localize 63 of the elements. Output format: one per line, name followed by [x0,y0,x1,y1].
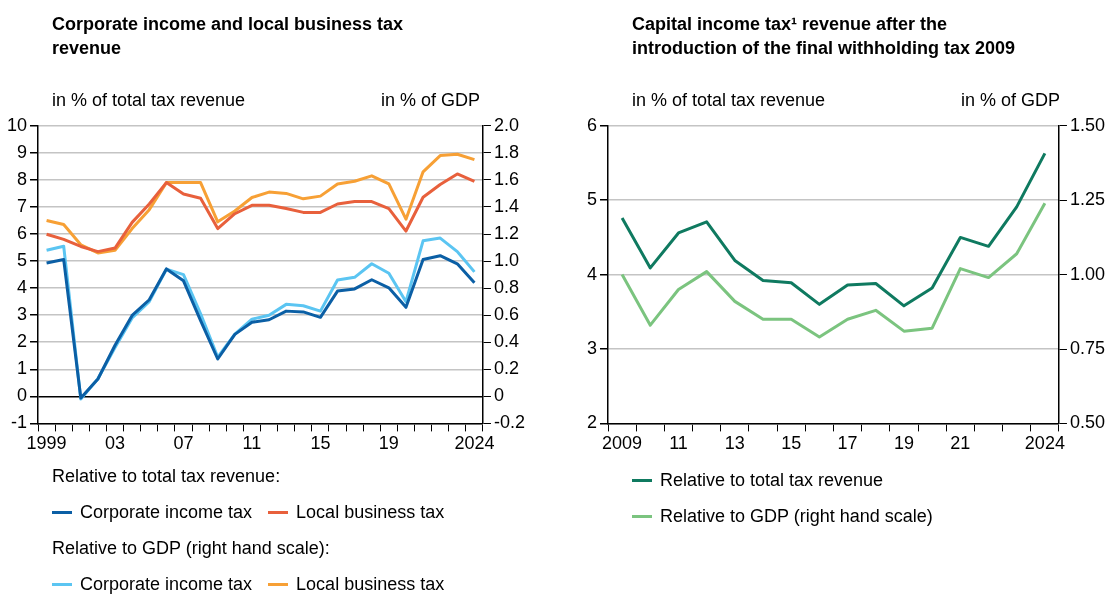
y2-tick-label: 1.8 [493,141,520,162]
legend-label: Relative to total tax revenue [660,469,884,491]
y2-tick-label: 1.50 [1069,114,1106,135]
y2-tick-label: 1.0 [493,250,520,271]
x-tick-label: 15 [310,433,331,454]
y2-tick-label: 0.8 [493,277,520,298]
legend-label: Corporate income tax [80,573,253,595]
y-tick-label: 9 [17,141,28,162]
x-tick-label: 21 [950,433,971,454]
chart-title: Corporate income and local business tax revenue [52,13,405,60]
y-tick-label: 3 [17,304,28,325]
x-tick-label: 17 [837,433,858,454]
y2-axis-title: in % of GDP [380,90,480,111]
y2-tick-label: 1.6 [493,168,520,189]
text: Relative to total tax revenue: [52,464,282,488]
x-tick-label: 11 [242,433,262,454]
y-tick-label: 3 [587,337,598,358]
y-axis-title: in % of total tax revenue [52,90,246,111]
y-tick-label: 5 [17,250,28,271]
x-tick-label: 11 [669,433,688,454]
x-tick-label: 1999 [26,433,67,454]
y-tick-label: 6 [587,114,598,135]
y2-axis-title: in % of GDP [960,90,1060,111]
y-tick-label: 10 [6,114,28,135]
legend-label: Local business tax [296,501,445,523]
y-tick-label: 2 [17,331,28,352]
y-tick-label: 6 [17,222,28,243]
x-tick-label: 07 [173,433,194,454]
x-tick-label: 03 [105,433,126,454]
y2-tick-label: 0.6 [493,304,520,325]
y-tick-label: 1 [17,358,28,379]
y2-tick-label: 0.4 [493,331,520,352]
y2-tick-label: 1.25 [1069,189,1106,210]
y2-tick-label: 1.4 [493,195,520,216]
y2-tick-label: 0.2 [493,358,520,379]
y-axis-title: in % of total tax revenue [632,90,826,111]
y-tick-label: 4 [587,263,598,284]
y-tick-label: 2 [587,412,598,433]
x-tick-label: 19 [893,433,914,454]
x-tick-label: 2024 [1024,433,1065,454]
y-tick-label: -1 [11,412,28,433]
x-tick-label: 2009 [602,433,643,454]
y2-tick-label: 0.75 [1069,337,1106,358]
x-tick-label: 19 [378,433,399,454]
x-tick-label: 15 [781,433,802,454]
x-tick-label: 13 [724,433,745,454]
y2-tick-label: 2.0 [493,114,520,135]
y2-tick-label: 0.50 [1069,412,1106,433]
legend-label: Relative to GDP (right hand scale) [660,505,933,527]
y-tick-label: 4 [17,277,28,298]
y2-tick-label: 1.2 [493,222,520,243]
x-tick-label: 2024 [454,433,495,454]
y2-tick-label: 1.00 [1069,263,1106,284]
y-tick-label: 5 [587,189,598,210]
y-tick-label: 8 [17,168,28,189]
y-tick-label: 0 [17,385,28,406]
legend-label: Corporate income tax [80,501,253,523]
text: Relative to GDP (right hand scale): [52,536,331,560]
y2-tick-label: -0.2 [493,412,526,433]
y2-tick-label: 0 [493,385,504,406]
y-tick-label: 7 [17,195,28,216]
legend-label: Local business tax [296,573,445,595]
chart-title: Capital income tax¹ revenue after the introduction of the final withholding tax 2009 [632,13,1016,60]
